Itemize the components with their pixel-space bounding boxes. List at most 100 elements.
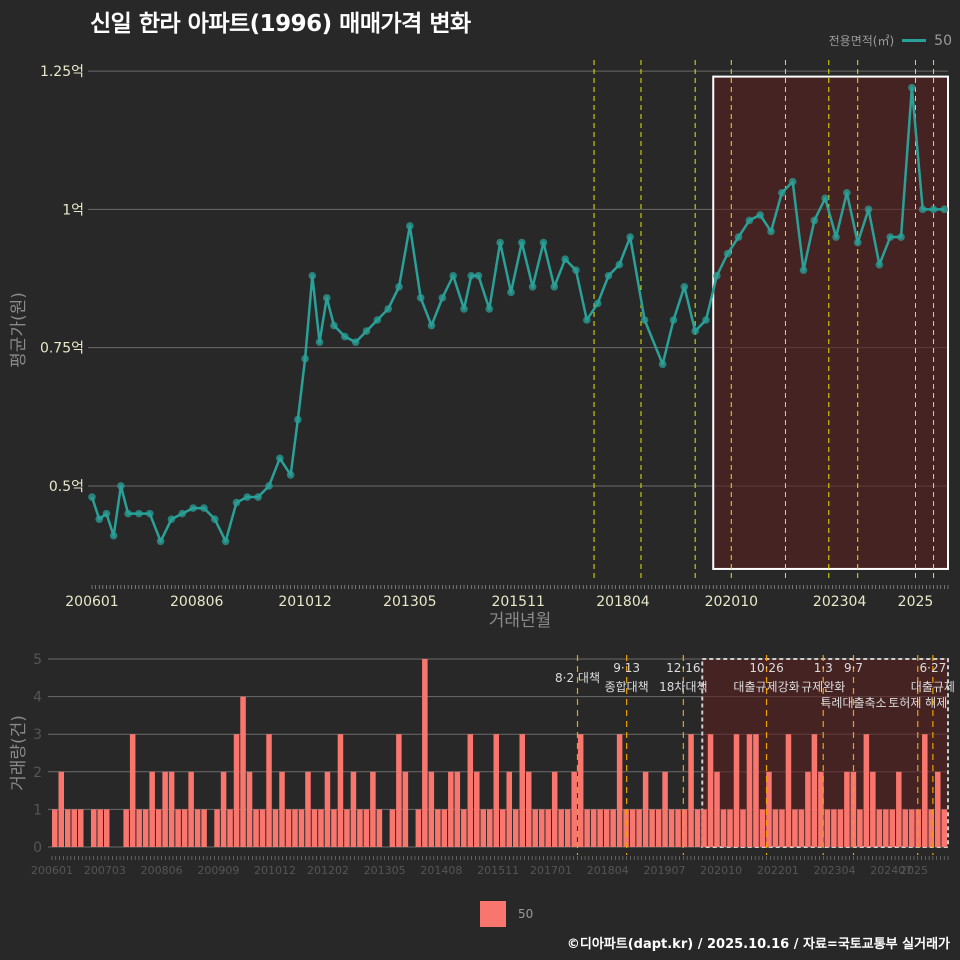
bar-y-axis-title: 거래량(건) xyxy=(9,715,29,791)
price-point xyxy=(778,189,786,197)
x-tick-label: 201305 xyxy=(383,594,436,610)
price-point xyxy=(95,515,103,523)
volume-bar xyxy=(481,809,487,847)
volume-bar xyxy=(857,809,863,847)
price-point xyxy=(287,471,295,479)
volume-bar xyxy=(883,809,889,847)
volume-bar xyxy=(377,809,383,847)
price-point xyxy=(449,272,457,280)
volume-bar xyxy=(519,734,525,847)
volume-bar xyxy=(260,809,266,847)
policy-date-label: 10·26 xyxy=(749,661,783,675)
price-point xyxy=(886,233,894,241)
bar-y-tick-label: 3 xyxy=(33,727,42,743)
policy-text-label: 대출규제 xyxy=(911,680,955,694)
y-tick-label: 0.5억 xyxy=(49,479,84,495)
price-point xyxy=(641,316,649,324)
volume-bar xyxy=(688,734,694,847)
volume-bar xyxy=(130,734,136,847)
volume-bar xyxy=(390,809,396,847)
price-point xyxy=(670,316,678,324)
volume-bar xyxy=(506,772,512,847)
volume-bar xyxy=(825,809,831,847)
highlight-box xyxy=(713,77,948,569)
volume-bar xyxy=(773,809,779,847)
volume-bar xyxy=(727,809,733,847)
price-point xyxy=(363,327,371,335)
volume-bar xyxy=(513,809,519,847)
price-point xyxy=(561,255,569,263)
volume-bar xyxy=(182,809,188,847)
volume-bar xyxy=(636,809,642,847)
bar-x-tick-label: 200909 xyxy=(197,864,239,877)
volume-bar xyxy=(188,772,194,847)
price-point xyxy=(713,272,721,280)
price-point xyxy=(110,532,118,540)
price-point xyxy=(605,272,613,280)
volume-bar xyxy=(175,809,181,847)
price-point xyxy=(233,499,241,507)
volume-bar xyxy=(104,809,110,847)
price-point xyxy=(168,515,176,523)
volume-bar xyxy=(325,772,331,847)
volume-bar xyxy=(169,772,175,847)
volume-bar xyxy=(214,809,220,847)
volume-bar xyxy=(935,772,941,847)
volume-bar xyxy=(721,809,727,847)
x-tick-label: 200601 xyxy=(65,594,118,610)
volume-bar xyxy=(305,772,311,847)
price-point xyxy=(529,283,537,291)
policy-date-label: 9·7 xyxy=(844,661,863,675)
price-point xyxy=(384,305,392,313)
volume-bar xyxy=(58,772,64,847)
price-point xyxy=(189,504,197,512)
policy-date-label: 8·2 대책 xyxy=(555,670,600,685)
volume-bar xyxy=(396,734,402,847)
volume-bar xyxy=(318,809,324,847)
price-point xyxy=(876,261,884,269)
price-point xyxy=(724,250,732,258)
price-point xyxy=(821,194,829,202)
bar-x-tick-label: 200806 xyxy=(141,864,183,877)
volume-bar xyxy=(234,734,240,847)
price-point xyxy=(800,266,808,274)
volume-bar xyxy=(279,772,285,847)
volume-bar xyxy=(448,772,454,847)
price-point xyxy=(518,239,526,247)
volume-bar xyxy=(442,809,448,847)
volume-bar xyxy=(52,809,58,847)
price-point xyxy=(309,272,317,280)
bar-x-tick-label: 201408 xyxy=(420,864,462,877)
volume-bar xyxy=(558,809,564,847)
volume-bar xyxy=(338,734,344,847)
volume-bar xyxy=(149,772,155,847)
volume-bar xyxy=(403,772,409,847)
price-point xyxy=(843,189,851,197)
y-tick-label: 1.25억 xyxy=(40,64,84,80)
volume-bar xyxy=(344,809,350,847)
volume-bar xyxy=(468,734,474,847)
volume-bar xyxy=(838,809,844,847)
volume-bar xyxy=(571,772,577,847)
price-point xyxy=(406,222,414,230)
price-point xyxy=(244,493,252,501)
bar-x-tick-label: 201012 xyxy=(254,864,296,877)
volume-bar xyxy=(662,772,668,847)
price-point xyxy=(374,316,382,324)
volume-bar xyxy=(701,809,707,847)
volume-bar xyxy=(500,809,506,847)
bar-x-tick-label: 200703 xyxy=(84,864,126,877)
price-point xyxy=(908,84,916,92)
bar-y-tick-label: 1 xyxy=(33,802,42,818)
volume-bar xyxy=(240,697,246,847)
volume-bar xyxy=(760,809,766,847)
volume-bar xyxy=(162,772,168,847)
volume-bar xyxy=(890,809,896,847)
volume-bar xyxy=(487,809,493,847)
volume-bar xyxy=(195,809,201,847)
volume-bar xyxy=(870,772,876,847)
price-point xyxy=(467,272,475,280)
price-point xyxy=(507,289,515,297)
price-point xyxy=(178,510,186,518)
credit-text: ©디아파트(dapt.kr) / 2025.10.16 / 자료=국토교통부 실… xyxy=(567,933,950,952)
